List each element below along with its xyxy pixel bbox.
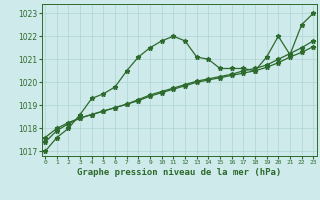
X-axis label: Graphe pression niveau de la mer (hPa): Graphe pression niveau de la mer (hPa) — [77, 168, 281, 177]
